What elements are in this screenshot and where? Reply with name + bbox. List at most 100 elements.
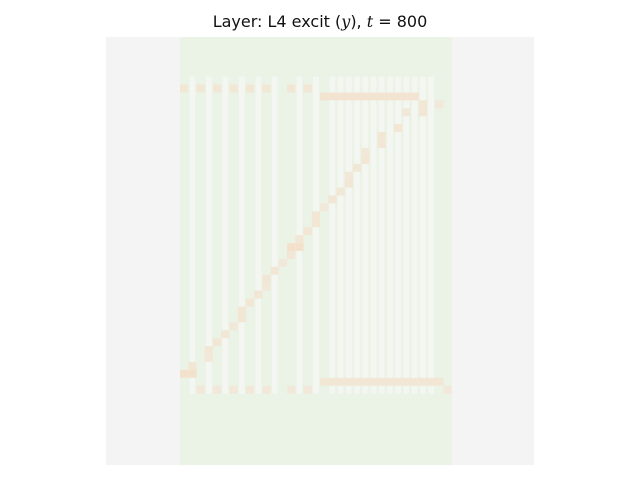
heatmap-cell xyxy=(180,369,189,378)
heatmap-cell xyxy=(352,92,362,101)
heatmap-cell xyxy=(245,298,255,307)
heatmap-stripe xyxy=(329,76,336,394)
heatmap-stripe xyxy=(370,76,377,394)
heatmap-cell xyxy=(262,385,271,394)
heatmap-cell xyxy=(287,251,296,259)
heatmap-cell xyxy=(344,92,353,101)
heatmap-cell xyxy=(369,377,378,386)
heatmap-cell xyxy=(287,385,296,394)
heatmap-cell xyxy=(369,92,378,101)
heatmap-stripe xyxy=(354,76,360,394)
heatmap-cell xyxy=(303,385,312,394)
heatmap-cell xyxy=(245,385,255,394)
heatmap-stripe xyxy=(271,76,278,394)
heatmap-cell xyxy=(394,124,403,133)
heatmap-cell xyxy=(402,377,411,386)
heatmap-cell xyxy=(418,108,427,117)
heatmap-stripe xyxy=(206,76,212,394)
heatmap-stripe xyxy=(222,76,229,394)
heatmap-stripe xyxy=(411,76,418,394)
heatmap-cell xyxy=(237,314,246,323)
heatmap-cell xyxy=(221,330,230,339)
heatmap-stripe xyxy=(420,76,426,394)
heatmap-cell xyxy=(328,92,337,101)
heatmap-cell xyxy=(270,266,279,275)
heatmap-cell xyxy=(213,338,222,347)
heatmap-stripe xyxy=(255,76,262,394)
heatmap-cell xyxy=(188,361,197,370)
heatmap-cell xyxy=(295,235,304,244)
heatmap-cell xyxy=(204,354,213,362)
heatmap-cell xyxy=(287,243,296,251)
heatmap-cell xyxy=(295,243,304,251)
heatmap-stripe xyxy=(428,76,434,394)
heatmap-cell xyxy=(377,92,386,101)
heatmap-cell xyxy=(435,100,444,109)
heatmap-cell xyxy=(385,92,395,101)
heatmap-cell xyxy=(229,84,238,93)
heatmap-cell xyxy=(402,92,411,101)
heatmap-stripe xyxy=(337,76,344,394)
heatmap-cell xyxy=(344,179,353,188)
heatmap-cell xyxy=(418,377,427,386)
heatmap-cell xyxy=(410,92,419,101)
heatmap-cell xyxy=(188,369,197,378)
heatmap-cell xyxy=(328,195,337,204)
heatmap-cell xyxy=(320,203,329,212)
heatmap-stripe xyxy=(387,76,393,394)
heatmap-cell xyxy=(336,377,345,386)
heatmap-cell xyxy=(385,377,395,386)
heatmap-cell xyxy=(377,132,386,141)
heatmap-cell xyxy=(410,377,419,386)
heatmap-stripe xyxy=(403,76,410,394)
heatmap-cell xyxy=(204,346,213,355)
heatmap-cell xyxy=(213,385,222,394)
heatmap-cell xyxy=(344,377,353,386)
heatmap-stripe xyxy=(238,76,245,394)
heatmap-stripe xyxy=(378,76,385,394)
heatmap-cell xyxy=(262,274,271,283)
heatmap-cell xyxy=(394,92,403,101)
heatmap-cell xyxy=(361,147,370,156)
heatmap-cell xyxy=(237,306,246,315)
heatmap-cell xyxy=(262,84,271,93)
heatmap-cell xyxy=(320,92,329,101)
heatmap-stripe xyxy=(345,76,352,394)
heatmap-cell xyxy=(394,377,403,386)
heatmap-cell xyxy=(352,163,362,172)
heatmap-cell xyxy=(443,385,452,394)
heatmap-stripe xyxy=(313,76,319,394)
heatmap-cell xyxy=(180,84,189,93)
heatmap-cell xyxy=(196,385,205,394)
heatmap-cell xyxy=(303,227,312,236)
heatmap-cell xyxy=(361,377,370,386)
heatmap-cell xyxy=(303,84,312,93)
heatmap-cell xyxy=(361,155,370,164)
heatmap-cell xyxy=(336,92,345,101)
heatmap-stripe xyxy=(395,76,402,394)
heatmap-cell xyxy=(278,258,288,267)
heatmap-cell xyxy=(418,100,427,109)
heatmap-cell xyxy=(287,84,296,93)
heatmap-cell xyxy=(262,282,271,291)
heatmap-stripe xyxy=(189,76,196,394)
heatmap-cell xyxy=(377,140,386,148)
heatmap-cell xyxy=(361,92,370,101)
heatmap-cell xyxy=(427,377,436,386)
heatmap-stripe xyxy=(362,76,369,394)
heatmap-cell xyxy=(213,84,222,93)
heatmap-cell xyxy=(229,385,238,394)
heatmap-cell xyxy=(245,84,255,93)
heatmap-cell xyxy=(377,377,386,386)
heatmap-cell xyxy=(311,211,320,220)
heatmap-cell xyxy=(344,171,353,180)
heatmap-cell xyxy=(352,377,362,386)
heatmap-cell xyxy=(311,219,320,228)
chart-title: Layer: L4 excit (y), t = 800 xyxy=(212,12,428,31)
heatmap-cell xyxy=(435,377,444,386)
heatmap-cell xyxy=(328,377,337,386)
heatmap-cell xyxy=(254,290,263,299)
heatmap-cell xyxy=(336,187,345,196)
